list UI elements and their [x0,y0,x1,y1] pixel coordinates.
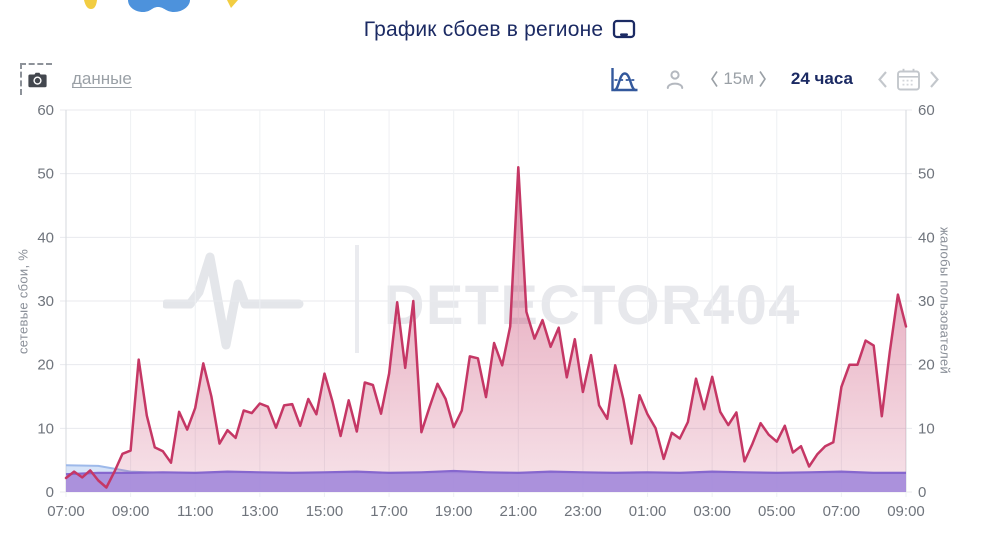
svg-text:60: 60 [918,102,935,119]
svg-text:11:00: 11:00 [177,503,213,520]
yellow-emoji-fragment [227,0,238,8]
svg-text:23:00: 23:00 [564,503,602,520]
calendar-prev-icon[interactable] [877,70,888,89]
monitor-icon [613,19,636,38]
svg-text:60: 60 [37,102,54,119]
page-title-row: График сбоев в регионе [0,18,1000,42]
calendar-next-icon[interactable] [929,70,940,89]
chart-plot-area[interactable] [66,110,906,492]
interval-15m-button[interactable]: 15м [710,69,767,89]
calendar-icon[interactable] [895,67,922,92]
angle-bracket-left-icon [711,71,718,87]
svg-text:01:00: 01:00 [629,503,667,520]
svg-text:13:00: 13:00 [241,503,279,520]
svg-text:05:00: 05:00 [758,503,796,520]
svg-text:09:00: 09:00 [887,503,925,520]
svg-text:20: 20 [37,357,54,374]
svg-text:0: 0 [918,484,926,501]
bell-curve-icon [611,67,638,91]
calendar-control [877,67,940,92]
user-icon [667,69,684,89]
chart-toolbar: данные 15м 24 ч [0,62,1000,96]
camera-icon [27,72,47,88]
svg-text:03:00: 03:00 [693,503,731,520]
yellow-emoji-fragment [84,0,97,9]
svg-text:10: 10 [37,420,54,437]
period-24h-button[interactable]: 24 часа [791,69,853,89]
svg-text:0: 0 [46,484,54,501]
svg-text:15:00: 15:00 [306,503,344,520]
svg-text:40: 40 [918,229,935,246]
svg-text:50: 50 [918,166,935,183]
y-axis-label-left: сетевые сбои, % [15,248,31,354]
svg-text:09:00: 09:00 [112,503,150,520]
cutoff-emoji-fragments [84,0,238,12]
y-axis-label-right: жалобы пользователей [937,227,953,375]
svg-text:30: 30 [918,293,935,310]
screenshot-button[interactable] [20,63,52,95]
svg-text:30: 30 [37,293,54,310]
svg-text:40: 40 [37,229,54,246]
svg-text:10: 10 [918,420,935,437]
interval-15m-label: 15м [723,69,754,88]
user-mode-button[interactable] [664,68,686,91]
period-24h-label: 24 часа [790,69,853,88]
page-title: График сбоев в регионе [363,18,604,41]
svg-text:21:00: 21:00 [500,503,538,520]
svg-text:20: 20 [918,357,935,374]
angle-bracket-right-icon [759,71,766,87]
svg-text:17:00: 17:00 [370,503,408,520]
svg-text:07:00: 07:00 [47,503,85,520]
distribution-view-button[interactable] [609,66,640,93]
svg-text:07:00: 07:00 [823,503,861,520]
svg-text:50: 50 [37,166,54,183]
blue-wave-emoji-fragment [128,0,190,12]
svg-text:19:00: 19:00 [435,503,473,520]
data-link[interactable]: данные [72,69,132,88]
